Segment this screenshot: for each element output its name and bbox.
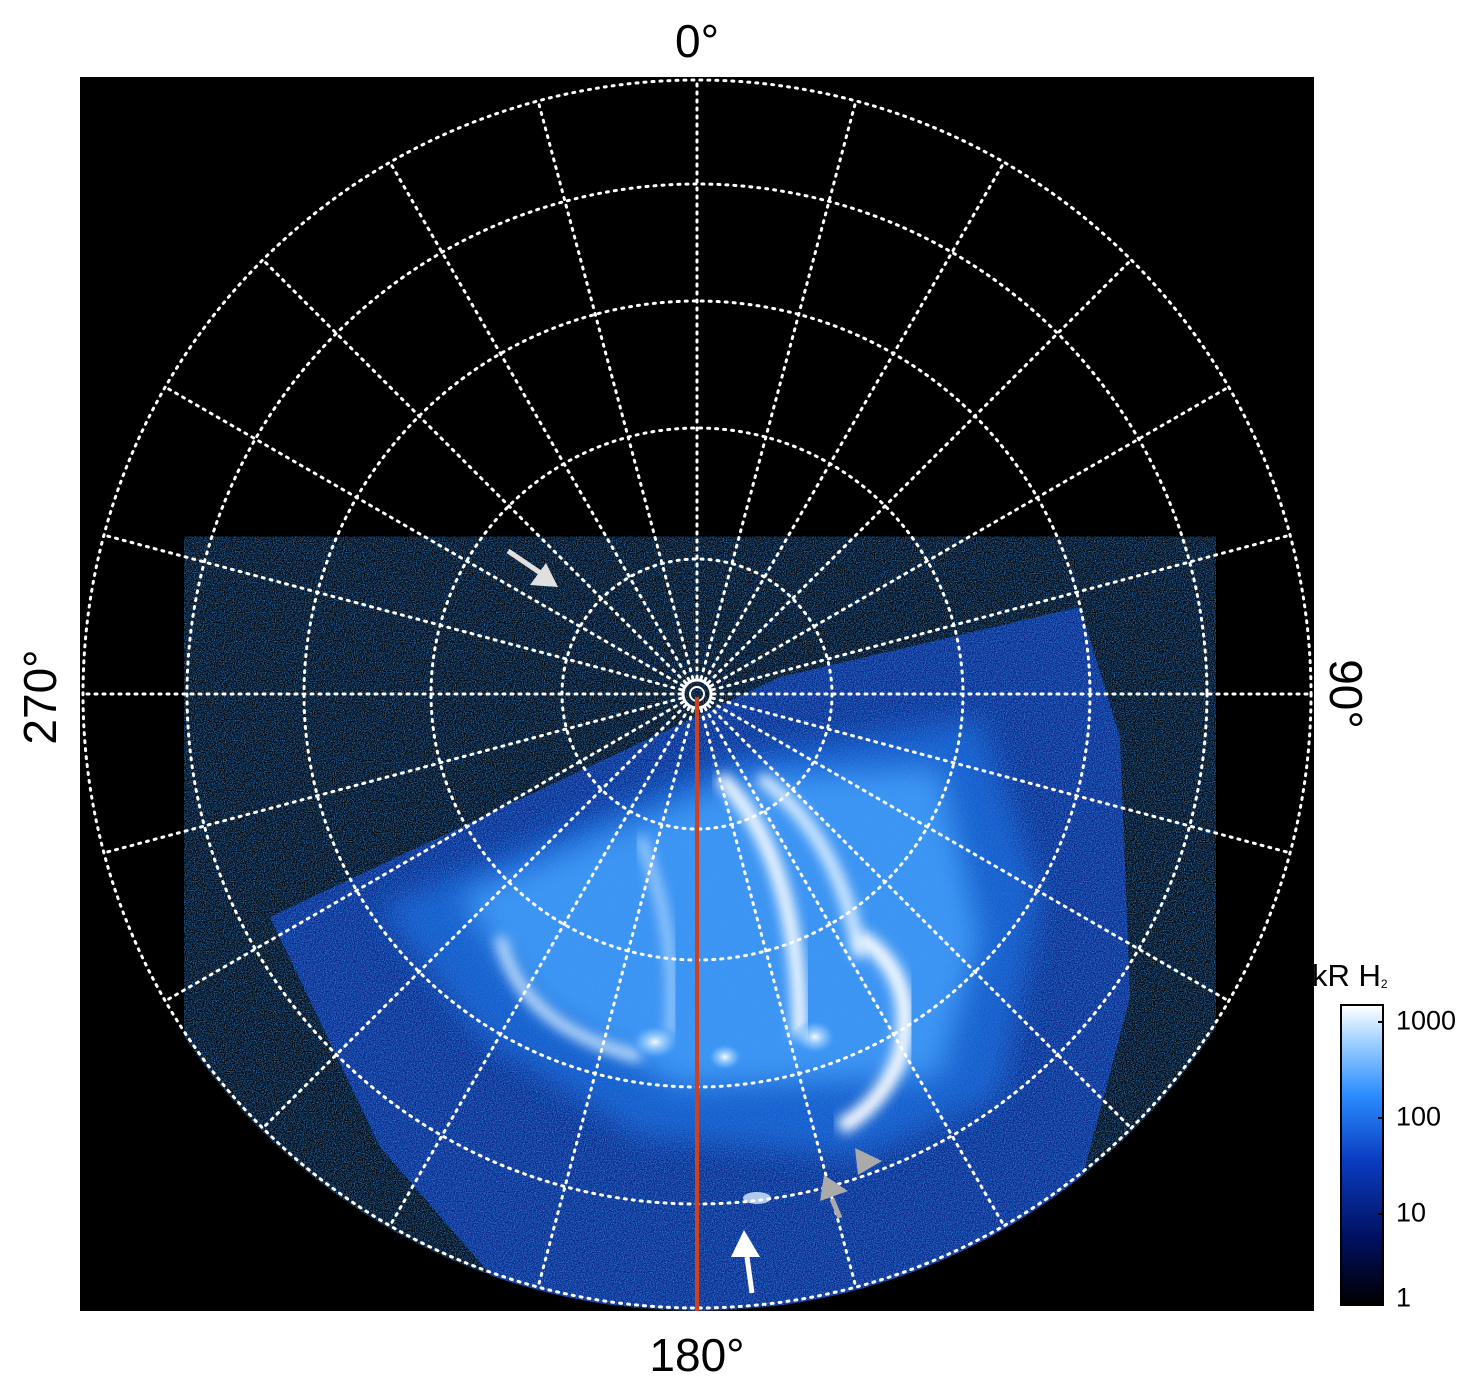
- colorbar-tick-1: 1: [1396, 1282, 1412, 1313]
- meridian-line: [710, 533, 1292, 692]
- colorbar-tick-mark: [1378, 1117, 1384, 1119]
- label-0-degrees: 0°: [675, 15, 719, 67]
- meridian-line: [706, 258, 1133, 685]
- meridian-line: [699, 99, 858, 681]
- meridian-line: [163, 385, 685, 688]
- arrow-gray-1-icon: [820, 1175, 848, 1219]
- longitude-grid: [81, 78, 1313, 1310]
- meridian-line: [706, 703, 1133, 1130]
- meridian-line: [709, 700, 1231, 1003]
- label-180-degrees: 180°: [649, 1329, 745, 1381]
- aurora-emission: [270, 607, 1130, 1311]
- colorbar-tick-mark: [1378, 1213, 1384, 1215]
- meridian-line: [536, 707, 695, 1289]
- meridian-line: [710, 696, 1292, 855]
- meridian-line: [102, 533, 684, 692]
- polar-projection-image: [80, 77, 1314, 1311]
- arrow-upper-left-icon: [506, 548, 558, 587]
- colorbar-tick-mark: [1378, 1298, 1384, 1300]
- meridian-line: [536, 99, 695, 681]
- colorbar-title: kR H2: [1312, 958, 1388, 994]
- arrow-gray-2-icon: [855, 1148, 882, 1175]
- polar-plot-svg: [81, 78, 1313, 1311]
- meridian-line: [703, 706, 1006, 1228]
- label-90-degrees: 90°: [1320, 659, 1372, 729]
- colorbar-tick-mark: [1378, 1021, 1384, 1023]
- colorbar-subscript: 2: [1380, 977, 1388, 991]
- colorbar-unit: kR H: [1312, 958, 1381, 993]
- meridian-line: [261, 703, 688, 1130]
- meridian-line: [388, 160, 691, 682]
- colorbar-tick-1000: 1000: [1396, 1005, 1457, 1036]
- meridian-line: [261, 258, 688, 685]
- meridian-line: [703, 160, 1006, 682]
- meridian-line: [388, 706, 691, 1228]
- label-270-degrees: 270°: [14, 649, 66, 745]
- colorbar-tick-100: 100: [1396, 1101, 1442, 1132]
- arrow-bottom-white-icon: [731, 1230, 760, 1294]
- colorbar: [1340, 1004, 1384, 1306]
- colorbar-tick-10: 10: [1396, 1197, 1427, 1228]
- meridian-line: [102, 696, 684, 855]
- meridian-line: [709, 385, 1231, 688]
- meridian-line: [163, 700, 685, 1003]
